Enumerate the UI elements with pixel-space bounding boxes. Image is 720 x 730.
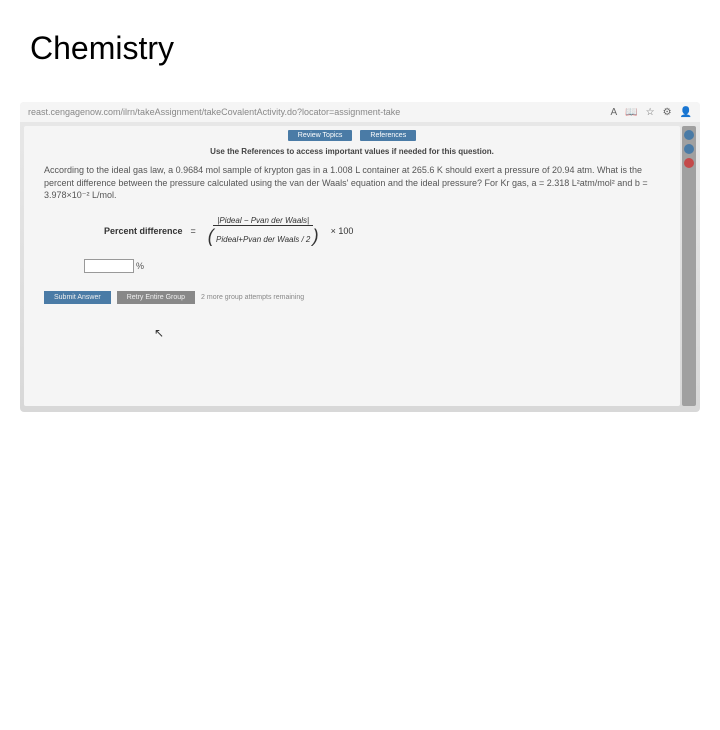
formula-label: Percent difference [104,226,183,236]
multiply-text: × 100 [331,226,354,236]
problem-line-1: According to the ideal gas law, a 0.9684… [44,164,660,177]
retry-button[interactable]: Retry Entire Group [117,291,195,304]
problem-line-2: percent difference between the pressure … [44,177,660,190]
problem-text: According to the ideal gas law, a 0.9684… [24,158,680,208]
sidebar-dot-3[interactable] [684,158,694,168]
sidebar-dot-2[interactable] [684,144,694,154]
cursor-icon: ↖ [154,326,164,340]
submit-button[interactable]: Submit Answer [44,291,111,304]
browser-bar: reast.cengagenow.com/ilrn/takeAssignment… [20,102,700,122]
denominator-text: Pideal+Pvan der Waals / 2 [216,235,310,244]
formula-fraction: |Pideal − Pvan der Waals| ( Pideal+Pvan … [204,216,323,247]
percent-label: % [136,261,144,271]
input-box: % [84,259,660,273]
page-title: Chemistry [0,0,720,87]
button-row: Submit Answer Retry Entire Group 2 more … [24,277,680,318]
browser-icons: A 📖 ☆ ⚙ 👤 [610,107,692,118]
instruction-text: Use the References to access important v… [24,145,680,158]
url-text: reast.cengagenow.com/ilrn/takeAssignment… [28,107,610,117]
bracket-left: ( [208,226,214,246]
content-area: Review Topics References Use the Referen… [24,126,680,406]
formula-section: Percent difference = |Pideal − Pvan der … [24,208,680,255]
answer-input[interactable] [84,259,134,273]
gear-icon[interactable]: ⚙ [663,107,672,118]
equals-sign: = [191,226,196,236]
attempts-text: 2 more group attempts remaining [201,294,304,301]
screenshot-container: reast.cengagenow.com/ilrn/takeAssignment… [20,102,700,412]
numerator: |Pideal − Pvan der Waals| [213,216,313,226]
bracket-right: ) [313,226,319,246]
denominator: ( Pideal+Pvan der Waals / 2 ) [204,226,323,247]
user-icon[interactable]: 👤 [680,107,692,118]
star-icon[interactable]: ☆ [646,107,655,118]
sidebar-dot-1[interactable] [684,130,694,140]
right-sidebar [682,126,696,406]
read-icon[interactable]: 📖 [625,107,637,118]
text-size-icon[interactable]: A [610,107,617,118]
top-buttons: Review Topics References [24,126,680,145]
references-button[interactable]: References [360,130,416,141]
problem-line-3: 3.978×10⁻² L/mol. [44,189,660,202]
review-button[interactable]: Review Topics [288,130,353,141]
